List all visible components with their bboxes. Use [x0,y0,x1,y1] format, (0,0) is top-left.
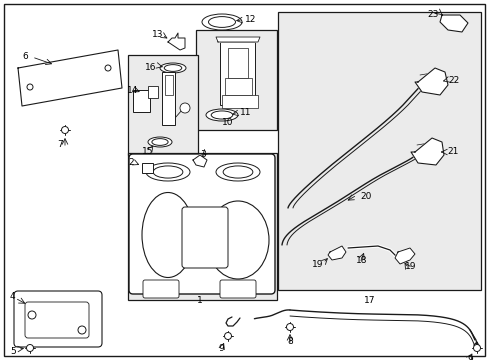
Polygon shape [410,138,443,165]
Text: 15: 15 [142,147,153,156]
Bar [278,12,480,290]
Bar [222,95,258,108]
Polygon shape [18,50,122,106]
Ellipse shape [205,109,238,121]
Text: 6: 6 [22,52,28,61]
Circle shape [61,126,68,134]
Ellipse shape [142,193,194,278]
FancyBboxPatch shape [129,154,274,294]
Circle shape [78,326,86,334]
Polygon shape [193,155,206,167]
FancyBboxPatch shape [25,302,89,338]
Text: 2: 2 [128,158,133,167]
Bar [220,42,254,105]
Bar [196,30,276,130]
Circle shape [28,311,36,319]
Text: 19: 19 [404,262,416,271]
Text: 20: 20 [359,192,370,201]
Ellipse shape [202,14,242,30]
Text: 10: 10 [222,118,233,127]
Text: 8: 8 [286,337,292,346]
Text: 19: 19 [311,260,323,269]
Bar [224,78,251,95]
Bar [142,163,153,173]
Ellipse shape [223,166,252,178]
Circle shape [472,345,480,351]
Circle shape [26,345,34,351]
Text: 11: 11 [240,108,251,117]
Ellipse shape [148,137,172,147]
Bar [128,55,198,155]
Bar [133,90,150,112]
Bar [227,48,247,78]
Polygon shape [439,15,467,32]
Ellipse shape [153,166,183,178]
Polygon shape [216,37,260,42]
Text: 23: 23 [426,10,437,19]
FancyBboxPatch shape [182,207,227,268]
Text: 5: 5 [10,347,16,356]
Text: 12: 12 [244,15,256,24]
Circle shape [27,84,33,90]
Text: 17: 17 [364,296,375,305]
Ellipse shape [164,65,182,71]
Circle shape [180,103,190,113]
FancyBboxPatch shape [14,291,102,347]
Bar [128,153,276,300]
Text: 13: 13 [152,30,163,39]
FancyBboxPatch shape [220,280,256,298]
Ellipse shape [152,139,168,145]
Bar [162,72,175,125]
Ellipse shape [208,17,235,27]
Ellipse shape [146,163,190,181]
Polygon shape [168,33,184,50]
Text: 7: 7 [57,140,63,149]
Polygon shape [414,68,447,95]
Circle shape [224,333,231,339]
Ellipse shape [211,111,232,119]
Bar [164,75,173,95]
Text: 1: 1 [197,296,203,305]
Polygon shape [394,248,414,264]
Bar [148,86,158,98]
FancyBboxPatch shape [142,280,179,298]
Text: 18: 18 [356,256,367,265]
Ellipse shape [206,201,268,279]
Circle shape [286,324,293,330]
Polygon shape [327,246,346,260]
Text: 21: 21 [446,147,457,156]
Circle shape [105,65,111,71]
Ellipse shape [160,63,185,73]
Text: 22: 22 [447,76,458,85]
Text: 9: 9 [466,355,472,360]
Text: 4: 4 [10,292,16,301]
Ellipse shape [216,163,260,181]
Text: 3: 3 [200,150,205,159]
Text: 16: 16 [145,63,156,72]
Text: 9: 9 [218,344,224,353]
Text: 14: 14 [127,86,138,95]
